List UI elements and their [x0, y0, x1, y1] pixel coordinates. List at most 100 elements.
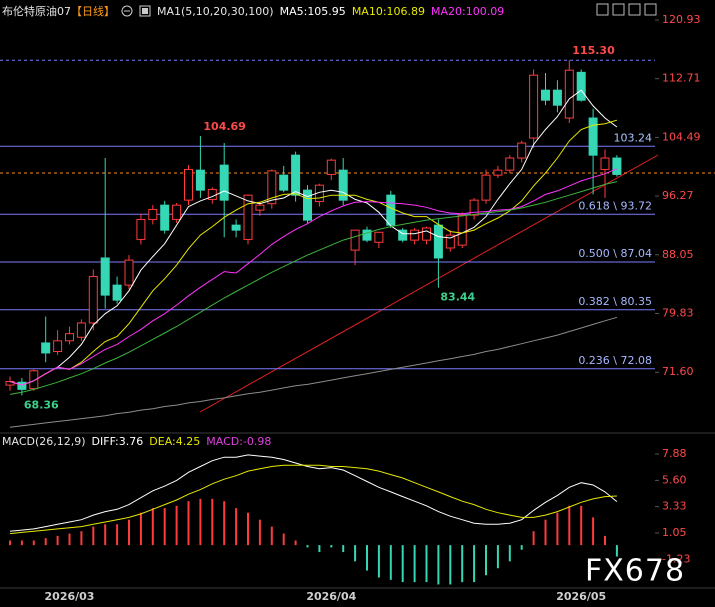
moving-average-line — [9, 181, 618, 395]
macd-bar — [389, 545, 392, 580]
y-tick-label: 112.71 — [662, 72, 701, 85]
macd-bar — [425, 545, 428, 583]
candle-body — [184, 168, 193, 201]
candle-body — [374, 231, 384, 243]
candle-body — [493, 169, 503, 176]
macd-bar — [116, 524, 119, 546]
candle-body — [231, 224, 241, 231]
candle-body — [600, 157, 610, 170]
indicator-icon[interactable] — [139, 5, 151, 17]
candle-body — [195, 169, 205, 191]
x-tick-label: 2026/04 — [306, 590, 356, 603]
macd-bar — [235, 508, 238, 546]
candle-body — [41, 342, 51, 354]
y-tick-label: 96.27 — [662, 189, 694, 202]
y-tick-label: 5.60 — [662, 473, 687, 486]
macd-line — [9, 464, 617, 535]
macd-bar — [449, 545, 452, 585]
candle-body — [588, 117, 598, 156]
macd-bar — [437, 545, 440, 585]
macd-bar — [270, 526, 273, 546]
macd-bar — [223, 501, 226, 546]
macd-bar — [330, 545, 333, 548]
macd-bar — [294, 540, 297, 546]
icon-button[interactable] — [628, 3, 641, 16]
candle-body — [433, 224, 443, 259]
macd-bar — [139, 512, 142, 546]
x-tick-label: 2026/03 — [45, 590, 95, 603]
candle-body — [469, 199, 479, 216]
candle-body — [112, 284, 122, 301]
legend-value: 3.76 — [118, 435, 144, 448]
macd-bar — [258, 519, 261, 546]
candle-body — [612, 157, 622, 175]
candle-body — [172, 204, 182, 220]
candle-body — [243, 194, 253, 240]
candle-body — [517, 142, 527, 159]
toolbar-icons[interactable] — [596, 3, 657, 16]
low-label: 68.36 — [24, 398, 59, 411]
candle-body — [303, 189, 312, 221]
candle-body — [529, 74, 539, 139]
moving-average-line — [9, 316, 618, 428]
macd-bar — [568, 505, 571, 546]
legend-name: MA20: — [431, 4, 466, 18]
macd-bar — [580, 505, 583, 546]
y-tick-label: 104.49 — [662, 130, 701, 143]
icon-button[interactable] — [644, 3, 657, 16]
high-label: 115.30 — [572, 44, 615, 57]
candle-body — [267, 170, 277, 205]
macd-bar — [532, 531, 535, 546]
legend-value: -0.98 — [242, 435, 272, 448]
candle-body — [481, 174, 491, 201]
macd-bar — [44, 538, 47, 546]
y-tick-label: 1.05 — [662, 526, 687, 539]
macd-bar — [163, 508, 166, 546]
high-label: 104.69 — [203, 120, 245, 133]
candle-body — [88, 276, 98, 324]
icon-button[interactable] — [612, 3, 625, 16]
macd-bar — [496, 545, 499, 569]
macd-bar — [592, 517, 595, 546]
candle-body — [552, 89, 562, 106]
candle-body — [505, 157, 515, 171]
legend-value: 4.25 — [175, 435, 201, 448]
reference-label: 0.618 \ 93.72 — [578, 199, 652, 212]
macd-bar — [56, 535, 59, 546]
moving-average-line — [9, 119, 618, 386]
macd-bar — [68, 533, 71, 546]
chart-header: 布伦特原油07 【日线】 MA1(5,10,20,30,100) MA5: 105… — [2, 3, 510, 19]
candle-body — [53, 340, 63, 353]
legend-name: DIFF: — [91, 435, 119, 448]
icon-button[interactable] — [596, 3, 609, 16]
candle-body — [29, 370, 39, 390]
zoom-icon[interactable] — [121, 5, 133, 17]
candle-body — [445, 234, 455, 249]
macd-bar — [544, 519, 547, 546]
macd-bar — [556, 512, 559, 546]
macd-bar — [104, 524, 107, 546]
macd-bar — [199, 498, 202, 546]
y-tick-label: 88.05 — [662, 248, 694, 261]
candle-body — [326, 159, 336, 175]
candle-body — [76, 322, 86, 338]
legend-value: 105.95 — [307, 4, 346, 18]
candle-body — [362, 229, 372, 241]
period-label[interactable]: 【日线】 — [71, 5, 115, 18]
macd-bar — [413, 545, 416, 583]
candle-body — [219, 164, 229, 201]
candle-body — [350, 229, 360, 251]
macd-bar — [342, 545, 345, 553]
macd-bar — [282, 533, 285, 546]
macd-bar — [175, 505, 178, 546]
candle-body — [65, 333, 74, 342]
instrument-title: 布伦特原油07 — [2, 5, 71, 18]
macd-bar — [604, 535, 606, 546]
candle-body — [124, 259, 134, 286]
candle-body — [160, 204, 170, 231]
candle-body — [338, 169, 348, 201]
candle-body — [576, 71, 586, 101]
macd-bar — [520, 545, 523, 550]
